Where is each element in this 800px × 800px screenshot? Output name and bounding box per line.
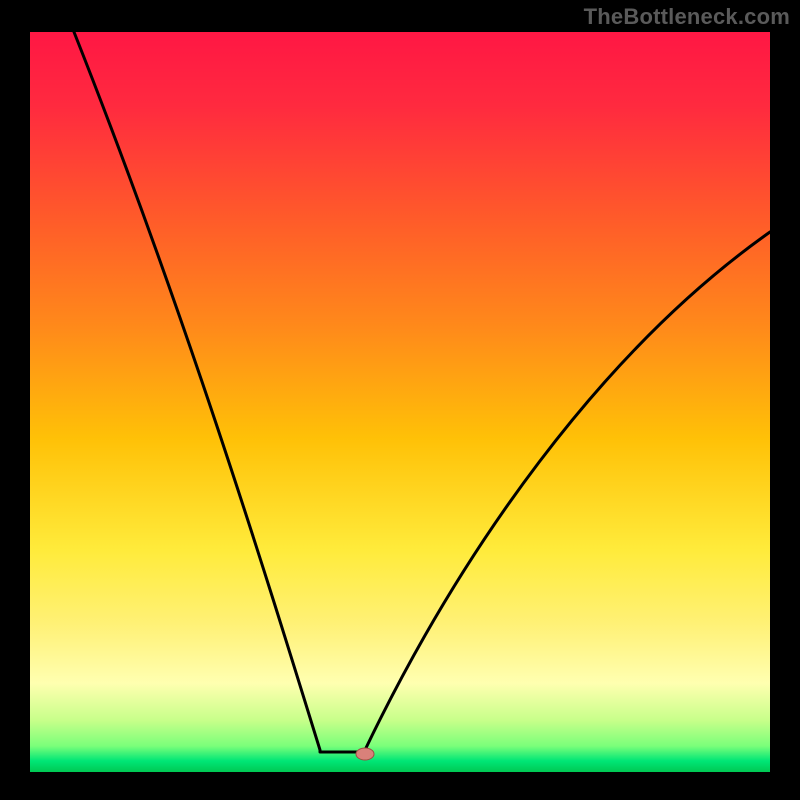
chart-container: { "watermark": { "text": "TheBottleneck.…	[0, 0, 800, 800]
bottleneck-chart	[0, 0, 800, 800]
gradient-background	[30, 32, 770, 772]
optimum-marker	[356, 748, 374, 760]
watermark-text: TheBottleneck.com	[584, 4, 790, 30]
